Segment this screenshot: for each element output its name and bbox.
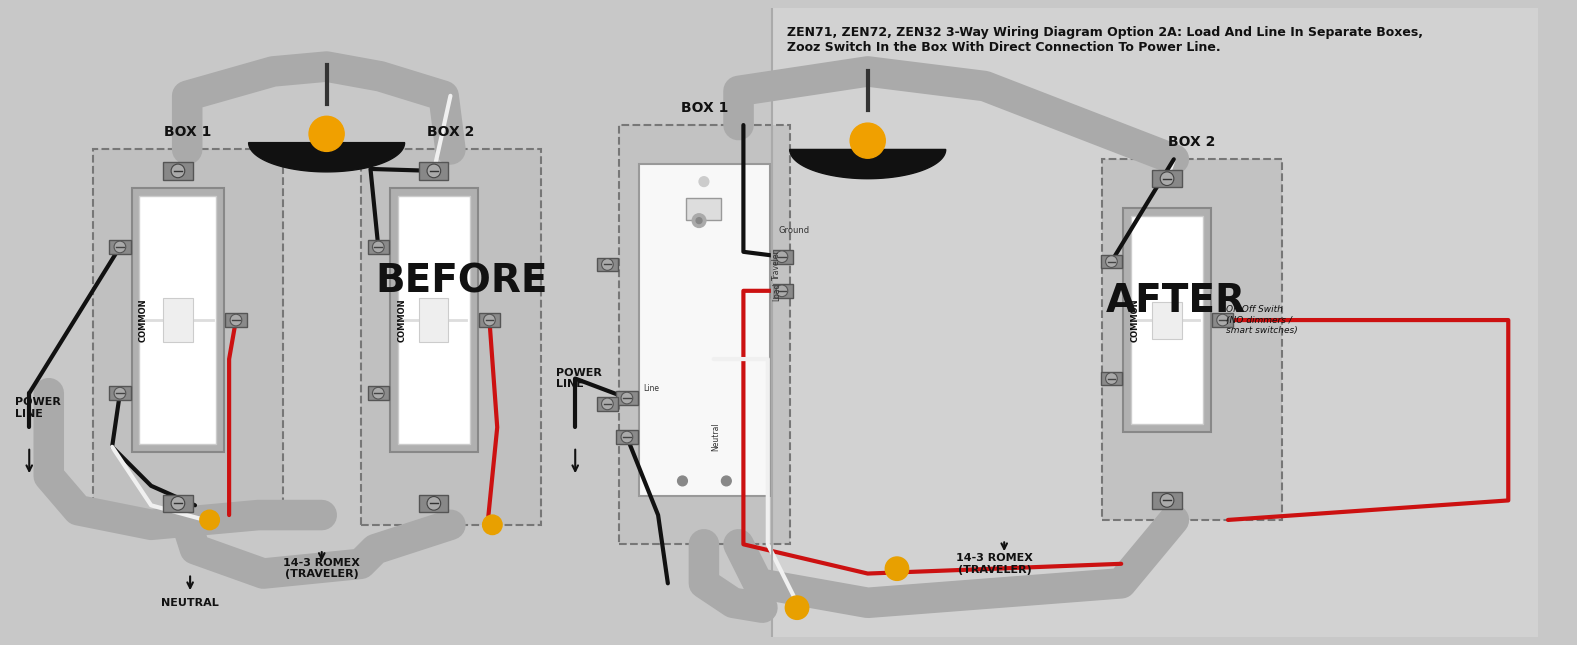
Bar (620, 125, 790, 544)
Bar (1211, 313, 1233, 327)
Text: Line: Line (643, 384, 659, 393)
Circle shape (1161, 493, 1173, 507)
Bar (1153, 302, 1181, 339)
Bar (367, 240, 390, 253)
Text: BOX 2: BOX 2 (427, 125, 475, 139)
Text: ZEN71, ZEN72, ZEN32 3-Way Wiring Diagram Option 2A: Load And Line In Separate Bo: ZEN71, ZEN72, ZEN32 3-Way Wiring Diagram… (787, 26, 1422, 54)
Circle shape (692, 213, 706, 228)
Bar (1153, 170, 1181, 188)
Text: Load: Load (773, 283, 781, 301)
Circle shape (200, 510, 219, 530)
Bar (162, 297, 192, 341)
Bar (771, 284, 793, 297)
Bar (771, 250, 793, 264)
Bar (164, 495, 192, 512)
Circle shape (850, 123, 885, 158)
Circle shape (309, 116, 344, 152)
Bar (1153, 491, 1181, 509)
Text: AFTER: AFTER (1105, 282, 1246, 319)
Circle shape (885, 557, 908, 580)
Circle shape (1105, 373, 1118, 384)
Text: COMMON: COMMON (139, 298, 148, 342)
Text: BOX 1: BOX 1 (164, 125, 211, 139)
Text: BEFORE: BEFORE (375, 262, 547, 300)
Bar (686, 198, 721, 220)
Bar (1101, 255, 1123, 268)
Bar (361, 150, 541, 525)
Bar (419, 297, 448, 341)
Bar (1101, 372, 1123, 385)
Circle shape (776, 251, 788, 263)
Bar (390, 188, 478, 451)
Bar (226, 313, 246, 327)
Bar (109, 386, 131, 400)
Bar (93, 150, 282, 525)
Text: POWER
LINE: POWER LINE (555, 368, 601, 390)
Bar (367, 386, 390, 400)
Circle shape (483, 515, 501, 535)
Polygon shape (790, 150, 946, 179)
Bar (131, 188, 224, 451)
Bar (479, 313, 500, 327)
Bar (397, 196, 470, 444)
Circle shape (484, 314, 495, 326)
Circle shape (172, 497, 185, 510)
Bar (0, 8, 771, 637)
Bar (596, 397, 618, 411)
Circle shape (621, 392, 632, 404)
Bar (771, 8, 1538, 637)
Circle shape (1217, 314, 1228, 326)
Circle shape (785, 596, 809, 619)
Text: Neutral: Neutral (711, 422, 721, 451)
Polygon shape (249, 143, 405, 172)
Bar (617, 392, 637, 405)
Circle shape (230, 314, 241, 326)
Circle shape (372, 388, 385, 399)
Bar (419, 495, 448, 512)
Text: Traveler: Traveler (773, 249, 781, 280)
Bar (419, 162, 448, 180)
Circle shape (427, 497, 440, 510)
Circle shape (372, 241, 385, 253)
Text: On Off Swith
(NO dimmers /
smart switches): On Off Swith (NO dimmers / smart switche… (1225, 305, 1298, 335)
Text: NEUTRAL: NEUTRAL (161, 598, 219, 608)
Bar (139, 196, 216, 444)
Circle shape (114, 241, 126, 253)
Bar (1123, 208, 1211, 432)
Bar (164, 162, 192, 180)
Text: 14-3 ROMEX
(TRAVELER): 14-3 ROMEX (TRAVELER) (956, 553, 1033, 575)
Text: BOX 1: BOX 1 (681, 101, 729, 115)
Bar (1102, 159, 1282, 520)
Bar (639, 164, 770, 495)
Circle shape (721, 476, 732, 486)
Text: 14-3 ROMEX
(TRAVELER): 14-3 ROMEX (TRAVELER) (284, 558, 360, 579)
Circle shape (1105, 255, 1118, 268)
Circle shape (601, 259, 613, 270)
Circle shape (114, 388, 126, 399)
Circle shape (601, 398, 613, 410)
Circle shape (699, 177, 708, 186)
Bar (109, 240, 131, 253)
Bar (596, 257, 618, 272)
Bar (617, 430, 637, 444)
Circle shape (427, 164, 440, 178)
Circle shape (776, 285, 788, 297)
Circle shape (621, 432, 632, 443)
Text: Ground: Ground (777, 226, 809, 235)
Text: COMMON: COMMON (1131, 298, 1139, 342)
Circle shape (678, 476, 688, 486)
Text: POWER
LINE: POWER LINE (14, 397, 60, 419)
Circle shape (172, 164, 185, 178)
Text: BOX 2: BOX 2 (1169, 135, 1216, 148)
Bar (1131, 215, 1203, 424)
Text: COMMON: COMMON (397, 298, 407, 342)
Circle shape (695, 218, 702, 224)
Circle shape (1161, 172, 1173, 186)
